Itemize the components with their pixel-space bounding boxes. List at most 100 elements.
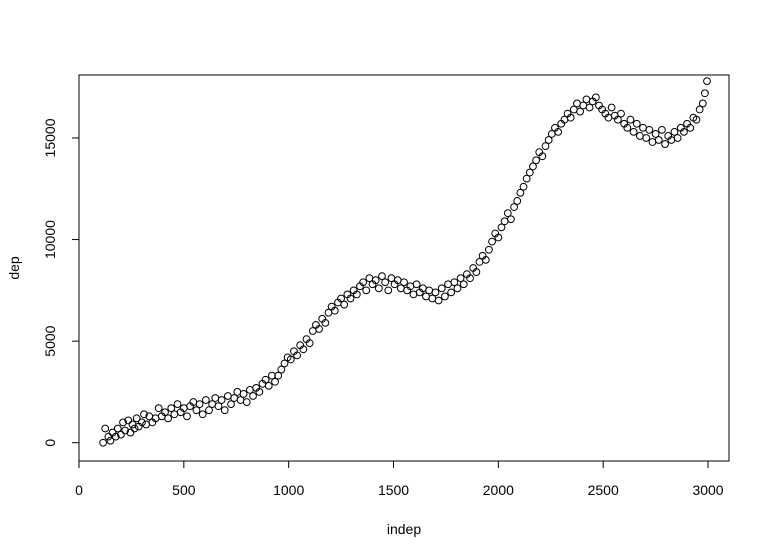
- data-point: [661, 140, 669, 148]
- data-point: [629, 127, 638, 136]
- data-point: [692, 115, 701, 124]
- data-point: [623, 123, 632, 132]
- data-point: [466, 274, 474, 283]
- data-point: [456, 274, 465, 283]
- data-point: [113, 424, 122, 433]
- data-point: [673, 134, 682, 142]
- y-tick-label: 0: [42, 439, 58, 447]
- data-point: [121, 426, 130, 435]
- plot-frame: [78, 74, 730, 462]
- data-point: [223, 392, 232, 400]
- data-point: [211, 394, 220, 402]
- y-tick-label: 5000: [42, 325, 58, 356]
- data-point: [381, 278, 390, 287]
- data-point: [434, 296, 443, 305]
- data-point: [488, 237, 496, 246]
- data-point: [293, 351, 301, 360]
- data-point: [201, 396, 210, 404]
- data-point: [532, 156, 540, 165]
- data-point: [195, 400, 204, 409]
- data-point: [425, 286, 434, 295]
- data-point: [591, 93, 600, 102]
- data-point: [142, 420, 150, 429]
- data-point: [274, 371, 283, 380]
- data-point: [658, 125, 666, 134]
- data-point: [183, 412, 191, 421]
- data-point: [173, 400, 182, 409]
- data-point: [453, 284, 462, 293]
- data-point: [161, 408, 169, 417]
- data-point: [450, 278, 459, 287]
- data-point: [554, 127, 563, 136]
- data-point: [409, 290, 418, 299]
- x-tick-label: 2000: [483, 482, 514, 498]
- data-point: [582, 95, 591, 104]
- data-point: [522, 174, 531, 183]
- data-point: [138, 418, 146, 427]
- data-point: [412, 280, 421, 289]
- data-point: [573, 99, 581, 108]
- data-point: [645, 125, 654, 134]
- data-point: [510, 203, 518, 211]
- data-point: [271, 377, 279, 386]
- data-point: [286, 355, 295, 364]
- data-point: [670, 127, 679, 136]
- data-point: [239, 390, 248, 398]
- y-axis: 0 5000 10000 15000: [42, 118, 80, 447]
- data-point: [639, 123, 647, 132]
- data-point: [648, 138, 657, 146]
- data-point: [249, 392, 257, 400]
- data-point: [352, 290, 361, 299]
- data-point: [503, 209, 512, 218]
- data-point: [626, 115, 635, 124]
- data-point: [642, 134, 651, 142]
- data-point: [170, 410, 179, 419]
- data-point: [481, 255, 490, 264]
- x-tick-label: 1000: [273, 482, 304, 498]
- data-point: [340, 300, 349, 309]
- data-point: [566, 113, 575, 122]
- data-point: [217, 396, 226, 404]
- data-point: [654, 136, 663, 144]
- data-point: [440, 292, 449, 301]
- y-axis-label: dep: [6, 256, 22, 280]
- data-point: [346, 294, 355, 303]
- data-point: [104, 432, 113, 441]
- x-tick-label: 2500: [588, 482, 619, 498]
- data-point: [337, 294, 345, 303]
- data-point: [117, 430, 125, 439]
- data-point: [99, 438, 108, 447]
- y-tick-label: 15000: [42, 118, 58, 157]
- data-point: [111, 432, 120, 441]
- data-point: [437, 284, 446, 293]
- data-point: [255, 388, 264, 396]
- data-point: [617, 109, 625, 118]
- data-point: [459, 280, 468, 289]
- data-point: [516, 188, 525, 197]
- data-point: [261, 375, 270, 384]
- data-point: [119, 418, 127, 427]
- data-point: [703, 77, 711, 85]
- data-point: [576, 107, 585, 116]
- x-axis-label: indep: [387, 521, 421, 537]
- data-points: [99, 77, 711, 447]
- data-point: [359, 278, 368, 287]
- data-point: [544, 136, 553, 144]
- data-point: [126, 428, 135, 437]
- data-point: [362, 286, 371, 295]
- data-point: [529, 162, 537, 171]
- data-point: [233, 388, 242, 396]
- y-tick-label: 10000: [42, 220, 58, 259]
- data-point: [374, 284, 383, 293]
- x-axis: 0 500 1000 1500 2000 2500 3000: [75, 460, 724, 498]
- data-point: [220, 406, 229, 415]
- data-point: [472, 268, 481, 276]
- data-point: [130, 424, 139, 433]
- data-point: [242, 398, 251, 406]
- data-point: [167, 404, 176, 413]
- data-point: [280, 359, 289, 368]
- data-point: [128, 420, 137, 429]
- data-point: [519, 182, 528, 191]
- data-point: [132, 414, 141, 423]
